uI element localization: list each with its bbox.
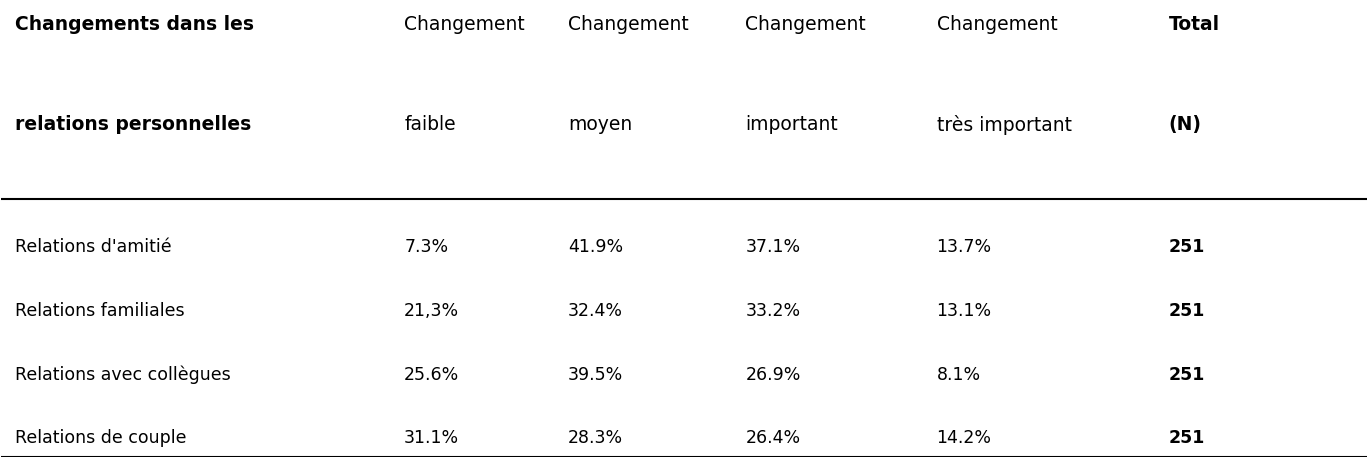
Text: moyen: moyen — [568, 115, 632, 134]
Text: important: important — [746, 115, 839, 134]
Text: Relations d'amitié: Relations d'amitié — [15, 238, 171, 256]
Text: Relations avec collègues: Relations avec collègues — [15, 365, 231, 384]
Text: Total: Total — [1168, 15, 1220, 34]
Text: 251: 251 — [1168, 430, 1205, 447]
Text: Changement: Changement — [404, 15, 525, 34]
Text: relations personnelles: relations personnelles — [15, 115, 252, 134]
Text: 13.1%: 13.1% — [937, 302, 992, 320]
Text: 251: 251 — [1168, 365, 1205, 384]
Text: 41.9%: 41.9% — [568, 238, 622, 256]
Text: 31.1%: 31.1% — [404, 430, 460, 447]
Text: 13.7%: 13.7% — [937, 238, 992, 256]
Text: très important: très important — [937, 115, 1071, 135]
Text: 251: 251 — [1168, 302, 1205, 320]
Text: 14.2%: 14.2% — [937, 430, 992, 447]
Text: Changements dans les: Changements dans les — [15, 15, 254, 34]
Text: 7.3%: 7.3% — [404, 238, 449, 256]
Text: 251: 251 — [1168, 238, 1205, 256]
Text: Changement: Changement — [937, 15, 1057, 34]
Text: 37.1%: 37.1% — [746, 238, 800, 256]
Text: Relations de couple: Relations de couple — [15, 430, 186, 447]
Text: 21,3%: 21,3% — [404, 302, 460, 320]
Text: (N): (N) — [1168, 115, 1201, 134]
Text: 39.5%: 39.5% — [568, 365, 624, 384]
Text: 28.3%: 28.3% — [568, 430, 622, 447]
Text: Changement: Changement — [568, 15, 688, 34]
Text: 25.6%: 25.6% — [404, 365, 460, 384]
Text: 33.2%: 33.2% — [746, 302, 800, 320]
Text: Changement: Changement — [746, 15, 866, 34]
Text: 32.4%: 32.4% — [568, 302, 622, 320]
Text: faible: faible — [404, 115, 456, 134]
Text: 8.1%: 8.1% — [937, 365, 981, 384]
Text: 26.9%: 26.9% — [746, 365, 800, 384]
Text: 26.4%: 26.4% — [746, 430, 800, 447]
Text: Relations familiales: Relations familiales — [15, 302, 185, 320]
